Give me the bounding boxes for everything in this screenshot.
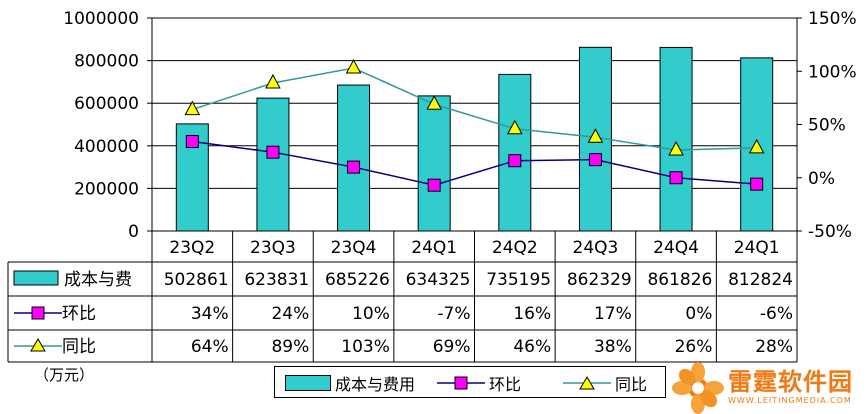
data-point xyxy=(668,141,684,156)
y-right-tick-label: 150% xyxy=(808,9,857,29)
y-left-tick-label: 800000 xyxy=(74,52,139,72)
legend-item-yoy: 同比 xyxy=(563,371,647,395)
x-tick-label: 23Q2 xyxy=(169,238,215,258)
data-point xyxy=(345,59,362,74)
table-key-qoq-marker xyxy=(31,306,45,320)
watermark-name: 雷霆软件园 xyxy=(728,368,853,396)
chart-svg: 0 200000 400000 600000 800000 1000000 -50% 0% 50… xyxy=(7,9,857,363)
table-cell: 502861 xyxy=(164,270,229,290)
table-cell: 26% xyxy=(675,337,713,357)
bar xyxy=(417,95,451,232)
table-cell: 103% xyxy=(341,337,390,357)
legend-swatch-qoq xyxy=(437,376,485,390)
data-point xyxy=(750,177,764,191)
data-point xyxy=(426,95,443,110)
table-key-yoy-marker xyxy=(30,338,46,352)
table-cell: 861826 xyxy=(647,270,712,290)
bar xyxy=(256,97,290,232)
table-cell: 17% xyxy=(594,304,632,324)
x-tick-label: 24Q1 xyxy=(411,238,457,258)
data-point xyxy=(506,119,523,135)
series-line xyxy=(192,140,757,186)
legend-label-qoq: 环比 xyxy=(489,375,522,394)
data-point xyxy=(347,160,361,174)
data-point xyxy=(427,178,441,192)
x-tick-label: 24Q2 xyxy=(492,238,538,258)
y-left-tick-label: 200000 xyxy=(74,179,139,199)
legend: 成本与费用 环比 同比 xyxy=(274,366,666,398)
legend-swatch-cost xyxy=(285,375,331,391)
data-point xyxy=(748,138,765,154)
table-cell: 34% xyxy=(191,304,229,324)
table-cell: -6% xyxy=(760,304,793,324)
y-left-tick-label: 1000000 xyxy=(63,9,139,29)
table-cell: 10% xyxy=(352,304,390,324)
legend-item-qoq: 环比 xyxy=(437,371,521,395)
watermark-logo: 雷霆软件园 WWW.LEITINGMEDIA.COM xyxy=(672,362,868,414)
x-tick-label: 24Q1 xyxy=(734,238,780,258)
legend-swatch-yoy xyxy=(563,376,611,390)
data-point xyxy=(265,73,281,89)
data-point xyxy=(185,135,199,149)
table-cell: 735195 xyxy=(486,270,551,290)
y-right-tick-label: 0% xyxy=(808,169,835,189)
table-row-label: 成本与费 xyxy=(64,270,132,290)
x-tick-label: 23Q4 xyxy=(331,238,377,258)
series-line xyxy=(192,67,757,151)
table-cell: 46% xyxy=(513,337,551,357)
data-point xyxy=(184,100,201,116)
data-point xyxy=(266,145,280,159)
y-right-tick-label: -50% xyxy=(808,222,852,242)
table-cell: 0% xyxy=(685,304,712,324)
legend-label-yoy: 同比 xyxy=(615,375,648,394)
legend-label-cost: 成本与费用 xyxy=(335,375,416,394)
table-row-label: 环比 xyxy=(62,304,96,324)
data-point xyxy=(588,153,602,167)
y-right-tick-label: 100% xyxy=(808,62,857,82)
table-key-cost xyxy=(13,270,59,286)
table-cell: 69% xyxy=(433,337,471,357)
x-tick-label: 24Q4 xyxy=(653,238,699,258)
table-cell: 862329 xyxy=(567,270,632,290)
table-cell: 28% xyxy=(755,337,793,357)
x-tick-label: 23Q3 xyxy=(250,238,296,258)
table-cell: 64% xyxy=(191,337,229,357)
table-cell: -7% xyxy=(437,304,470,324)
y-left-tick-label: 0 xyxy=(128,222,139,242)
table-cell: 634325 xyxy=(406,270,471,290)
bar xyxy=(498,73,532,232)
y-right-tick-label: 50% xyxy=(808,116,846,136)
table-cell: 16% xyxy=(513,304,551,324)
bar xyxy=(337,84,371,232)
watermark-flower-icon xyxy=(672,362,724,414)
legend-item-cost: 成本与费用 xyxy=(285,371,415,395)
table-cell: 24% xyxy=(271,304,309,324)
bar xyxy=(659,46,693,232)
table-cell: 812824 xyxy=(728,270,793,290)
watermark-url: WWW.LEITINGMEDIA.COM xyxy=(728,396,852,405)
y-left-tick-label: 400000 xyxy=(74,137,139,157)
table-cell: 89% xyxy=(271,337,309,357)
unit-label: （万元） xyxy=(34,366,95,384)
data-point xyxy=(587,128,604,143)
data-point xyxy=(669,171,683,185)
table-row-label: 同比 xyxy=(62,337,96,357)
y-left-tick-label: 600000 xyxy=(74,94,139,114)
data-point xyxy=(508,154,522,168)
table-cell: 38% xyxy=(594,337,632,357)
table-cell: 623831 xyxy=(244,270,309,290)
x-tick-label: 24Q3 xyxy=(573,238,619,258)
table-cell: 685226 xyxy=(325,270,390,290)
